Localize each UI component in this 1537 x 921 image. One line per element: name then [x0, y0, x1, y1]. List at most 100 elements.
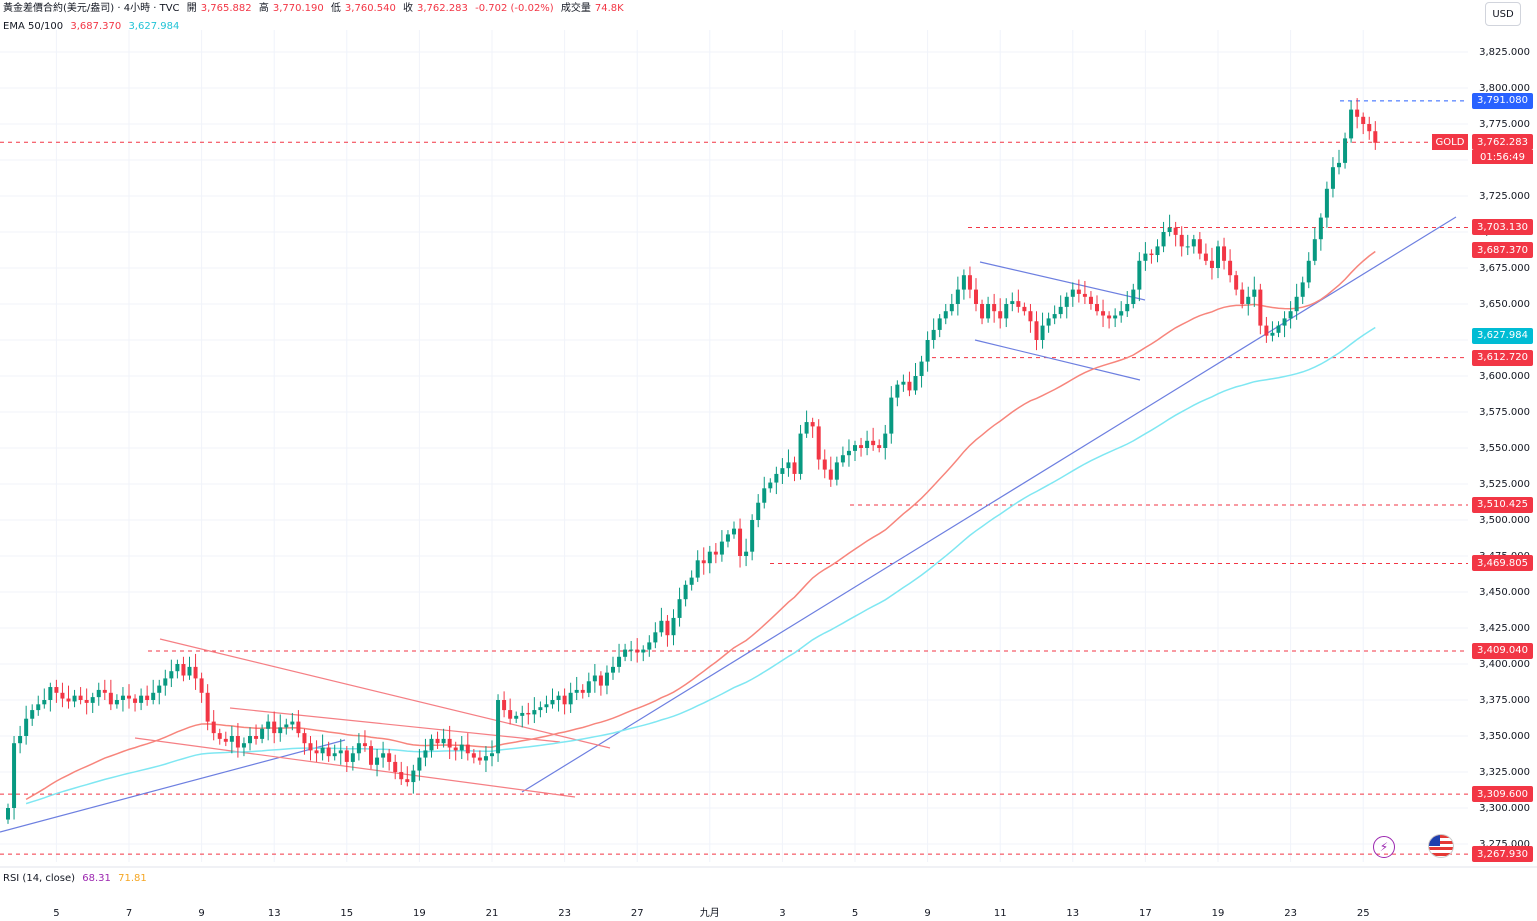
candle-body[interactable] — [1010, 301, 1015, 304]
falling-channel-mid[interactable] — [229, 707, 561, 743]
candle-body[interactable] — [381, 753, 386, 758]
candle-body[interactable] — [175, 664, 180, 672]
candle-body[interactable] — [1216, 246, 1220, 268]
candle-body[interactable] — [689, 577, 694, 585]
candle-body[interactable] — [574, 689, 579, 693]
candle-body[interactable] — [356, 743, 361, 754]
candle-body[interactable] — [1191, 239, 1196, 247]
candle-body[interactable] — [120, 695, 125, 700]
candle-body[interactable] — [586, 681, 591, 693]
candle-body[interactable] — [986, 304, 991, 319]
candle-body[interactable] — [78, 695, 83, 700]
candle-body[interactable] — [1179, 234, 1184, 247]
candle-body[interactable] — [1125, 304, 1130, 312]
candle-body[interactable] — [719, 541, 724, 555]
candle-body[interactable] — [671, 617, 676, 636]
candle-body[interactable] — [949, 304, 954, 312]
candle-body[interactable] — [961, 275, 966, 290]
candle-body[interactable] — [1240, 289, 1245, 304]
candle-body[interactable] — [1276, 325, 1281, 333]
candles[interactable] — [6, 98, 1378, 824]
candle-body[interactable] — [169, 671, 174, 679]
candle-body[interactable] — [556, 695, 561, 700]
candle-body[interactable] — [1016, 301, 1021, 307]
falling-channel-upper[interactable] — [159, 638, 611, 749]
candle-body[interactable] — [1155, 246, 1160, 256]
candle-body[interactable] — [998, 311, 1003, 319]
candle-body[interactable] — [405, 779, 410, 783]
candle-body[interactable] — [931, 329, 936, 340]
candle-body[interactable] — [750, 520, 755, 552]
candle-body[interactable] — [913, 376, 918, 391]
candle-body[interactable] — [526, 712, 531, 715]
candle-body[interactable] — [1373, 131, 1378, 143]
candle-body[interactable] — [677, 599, 682, 618]
main-uptrend-line[interactable] — [521, 216, 1457, 793]
candle-body[interactable] — [907, 381, 912, 391]
candle-body[interactable] — [653, 632, 658, 643]
candle-body[interactable] — [665, 620, 670, 636]
candle-body[interactable] — [320, 747, 325, 754]
candle-body[interactable] — [514, 715, 519, 719]
candle-body[interactable] — [1300, 282, 1305, 297]
candle-body[interactable] — [471, 753, 476, 758]
candle-body[interactable] — [108, 692, 113, 705]
candle-body[interactable] — [1222, 246, 1227, 261]
candle-body[interactable] — [254, 736, 259, 739]
candle-body[interactable] — [659, 620, 664, 633]
candle-body[interactable] — [423, 750, 428, 758]
candle-body[interactable] — [350, 753, 355, 762]
flag-lower-line[interactable] — [974, 339, 1141, 381]
candle-body[interactable] — [1034, 321, 1039, 340]
candle-body[interactable] — [889, 397, 894, 434]
candle-body[interactable] — [139, 695, 144, 703]
candle-body[interactable] — [568, 692, 573, 705]
candle-body[interactable] — [1258, 289, 1263, 326]
candle-body[interactable] — [163, 678, 168, 686]
candle-body[interactable] — [199, 678, 204, 693]
candle-body[interactable] — [732, 528, 736, 535]
candle-body[interactable] — [901, 381, 906, 385]
candle-body[interactable] — [290, 721, 295, 725]
candle-body[interactable] — [611, 666, 615, 673]
candle-body[interactable] — [538, 707, 543, 711]
candle-body[interactable] — [217, 733, 222, 739]
candle-body[interactable] — [508, 710, 513, 719]
candle-body[interactable] — [834, 462, 839, 480]
candle-body[interactable] — [1197, 239, 1202, 254]
candle-body[interactable] — [338, 750, 343, 754]
candle-body[interactable] — [1113, 315, 1118, 319]
us-flag-icon[interactable] — [1428, 834, 1454, 858]
candle-body[interactable] — [145, 695, 150, 700]
candle-body[interactable] — [1337, 162, 1341, 168]
candle-body[interactable] — [792, 462, 797, 474]
candle-body[interactable] — [30, 710, 35, 719]
candle-body[interactable] — [853, 445, 857, 451]
candle-body[interactable] — [205, 692, 210, 722]
candle-body[interactable] — [453, 747, 458, 751]
candle-body[interactable] — [1022, 306, 1027, 312]
candle-body[interactable] — [96, 689, 101, 698]
candle-body[interactable] — [229, 736, 234, 742]
candle-body[interactable] — [332, 753, 337, 757]
candle-body[interactable] — [1361, 116, 1366, 124]
candle-body[interactable] — [1355, 109, 1360, 117]
currency-button[interactable]: USD — [1485, 2, 1521, 26]
candle-body[interactable] — [54, 687, 59, 693]
candle-body[interactable] — [1095, 304, 1099, 312]
candle-body[interactable] — [937, 318, 942, 330]
candle-body[interactable] — [623, 649, 628, 657]
flag-upper-line[interactable] — [979, 261, 1146, 301]
falling-channel-lower[interactable] — [134, 737, 576, 798]
candle-body[interactable] — [1228, 260, 1233, 276]
candle-body[interactable] — [12, 743, 17, 808]
candle-body[interactable] — [266, 721, 271, 729]
candle-body[interactable] — [48, 687, 53, 700]
candle-body[interactable] — [272, 721, 277, 734]
candle-body[interactable] — [1246, 296, 1251, 304]
candle-body[interactable] — [1064, 296, 1069, 307]
time-axis[interactable]: 5 7 9 13 15 19 21 23 27 九月 3 5 9 11 13 17 19 23 25 — [53, 907, 1369, 919]
candle-body[interactable] — [362, 743, 367, 747]
candle-body[interactable] — [235, 736, 240, 748]
candle-body[interactable] — [695, 560, 700, 578]
